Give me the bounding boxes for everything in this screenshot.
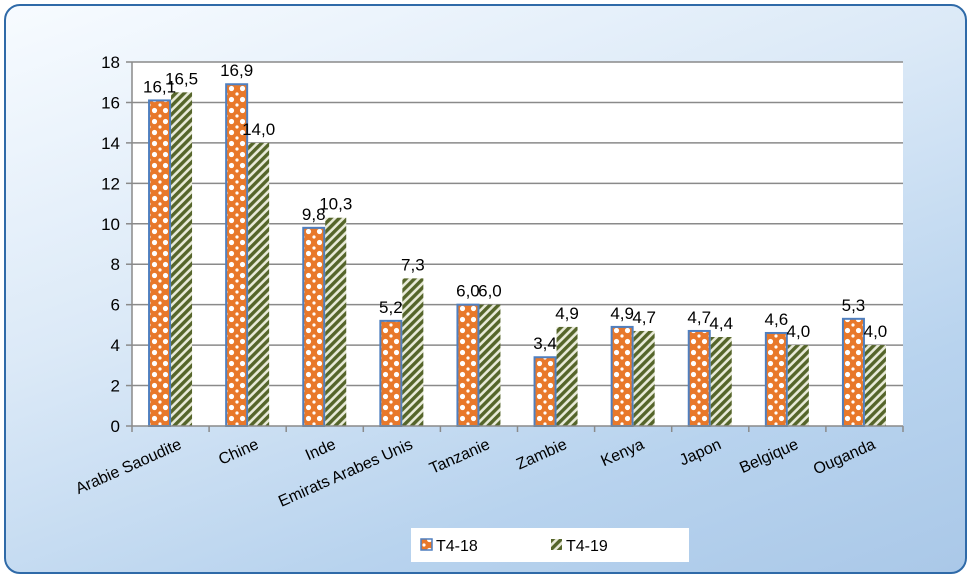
- x-category-label: Inde: [303, 436, 338, 464]
- bar-t4-19: [248, 142, 270, 426]
- bar-chart: 0 2 4 6 8 10 12 14 16 18 Arabie Saoudite Chine Inde…: [73, 53, 904, 562]
- data-label-t4-19: 16,5: [165, 69, 198, 88]
- data-label-t4-18: 6,0: [456, 282, 480, 301]
- bar-t4-19: [633, 330, 655, 426]
- x-category-label: Belgique: [737, 436, 801, 477]
- bar-t4-19: [171, 92, 193, 426]
- y-tick-label: 14: [101, 134, 120, 153]
- data-label-t4-19: 10,3: [319, 195, 352, 214]
- data-label-t4-19: 6,0: [478, 282, 502, 301]
- bar-t4-18: [379, 319, 403, 428]
- data-label-t4-18: 9,8: [302, 205, 326, 224]
- data-label-t4-19: 7,3: [401, 255, 425, 274]
- legend-label-t4-19: T4-19: [566, 538, 608, 555]
- legend: T4-18 T4-19: [411, 528, 689, 562]
- chart-frame: 0 2 4 6 8 10 12 14 16 18 Arabie Saoudite Chine Inde…: [4, 4, 967, 574]
- y-tick-label: 10: [101, 215, 120, 234]
- data-label-t4-18: 16,1: [143, 77, 176, 96]
- data-label-t4-19: 14,0: [242, 120, 275, 139]
- bar-t4-18: [302, 226, 326, 427]
- legend-swatch-t4-18: [420, 538, 433, 551]
- data-label-t4-19: 4,7: [632, 308, 656, 327]
- bar-t4-18: [148, 99, 172, 428]
- bar-t4-18: [610, 325, 634, 427]
- x-category-label: Japon: [677, 436, 724, 469]
- y-tick-label: 2: [111, 377, 120, 396]
- data-label-t4-19: 4,0: [864, 322, 888, 341]
- x-category-label: Chine: [216, 436, 261, 469]
- x-category-label: Emirats Arabes Unis: [276, 436, 415, 510]
- y-tick-label: 12: [101, 174, 120, 193]
- bars: [148, 83, 886, 428]
- y-tick-label: 6: [111, 296, 120, 315]
- y-tick-label: 4: [111, 336, 120, 355]
- data-label-t4-19: 4,0: [787, 322, 811, 341]
- bar-t4-19: [402, 278, 424, 426]
- data-label-t4-19: 4,4: [709, 314, 733, 333]
- bar-t4-18: [533, 356, 557, 427]
- data-label-t4-18: 16,9: [220, 61, 253, 80]
- data-label-t4-18: 4,7: [687, 308, 711, 327]
- bar-t4-19: [864, 345, 886, 426]
- x-category-label: Kenya: [598, 436, 646, 470]
- x-category-label: Ouganda: [811, 436, 878, 478]
- data-labels: 16,116,99,85,26,03,44,9 4,7 4,65,316,514,0…: [143, 61, 887, 353]
- data-label-t4-18: 5,3: [842, 296, 866, 315]
- y-tick-label: 18: [101, 53, 120, 72]
- bar-t4-18: [687, 329, 711, 428]
- bar-t4-19: [556, 326, 578, 426]
- legend-box: [411, 528, 689, 562]
- y-tick-label: 0: [111, 417, 120, 436]
- data-label-t4-18: 4,6: [765, 310, 789, 329]
- bar-t4-18: [841, 317, 865, 428]
- y-tick-label: 16: [101, 93, 120, 112]
- data-label-t4-18: 3,4: [533, 334, 557, 353]
- y-axis: 0 2 4 6 8 10 12 14 16 18: [101, 53, 133, 436]
- bar-t4-18: [456, 303, 480, 427]
- x-category-label: Zambie: [514, 436, 570, 473]
- data-label-t4-18: 4,9: [610, 304, 634, 323]
- bar-t4-19: [787, 345, 809, 426]
- bar-t4-19: [710, 337, 732, 426]
- data-label-t4-19: 4,9: [555, 304, 579, 323]
- bar-t4-19: [325, 217, 347, 426]
- bar-t4-19: [479, 304, 501, 426]
- x-category-label: Tanzanie: [427, 436, 493, 478]
- data-label-t4-18: 5,2: [379, 298, 403, 317]
- legend-swatch-t4-19: [551, 539, 562, 550]
- bar-t4-18: [764, 331, 788, 428]
- y-tick-label: 8: [111, 255, 120, 274]
- legend-label-t4-18: T4-18: [436, 538, 478, 555]
- x-category-label: Arabie Saoudite: [73, 436, 184, 498]
